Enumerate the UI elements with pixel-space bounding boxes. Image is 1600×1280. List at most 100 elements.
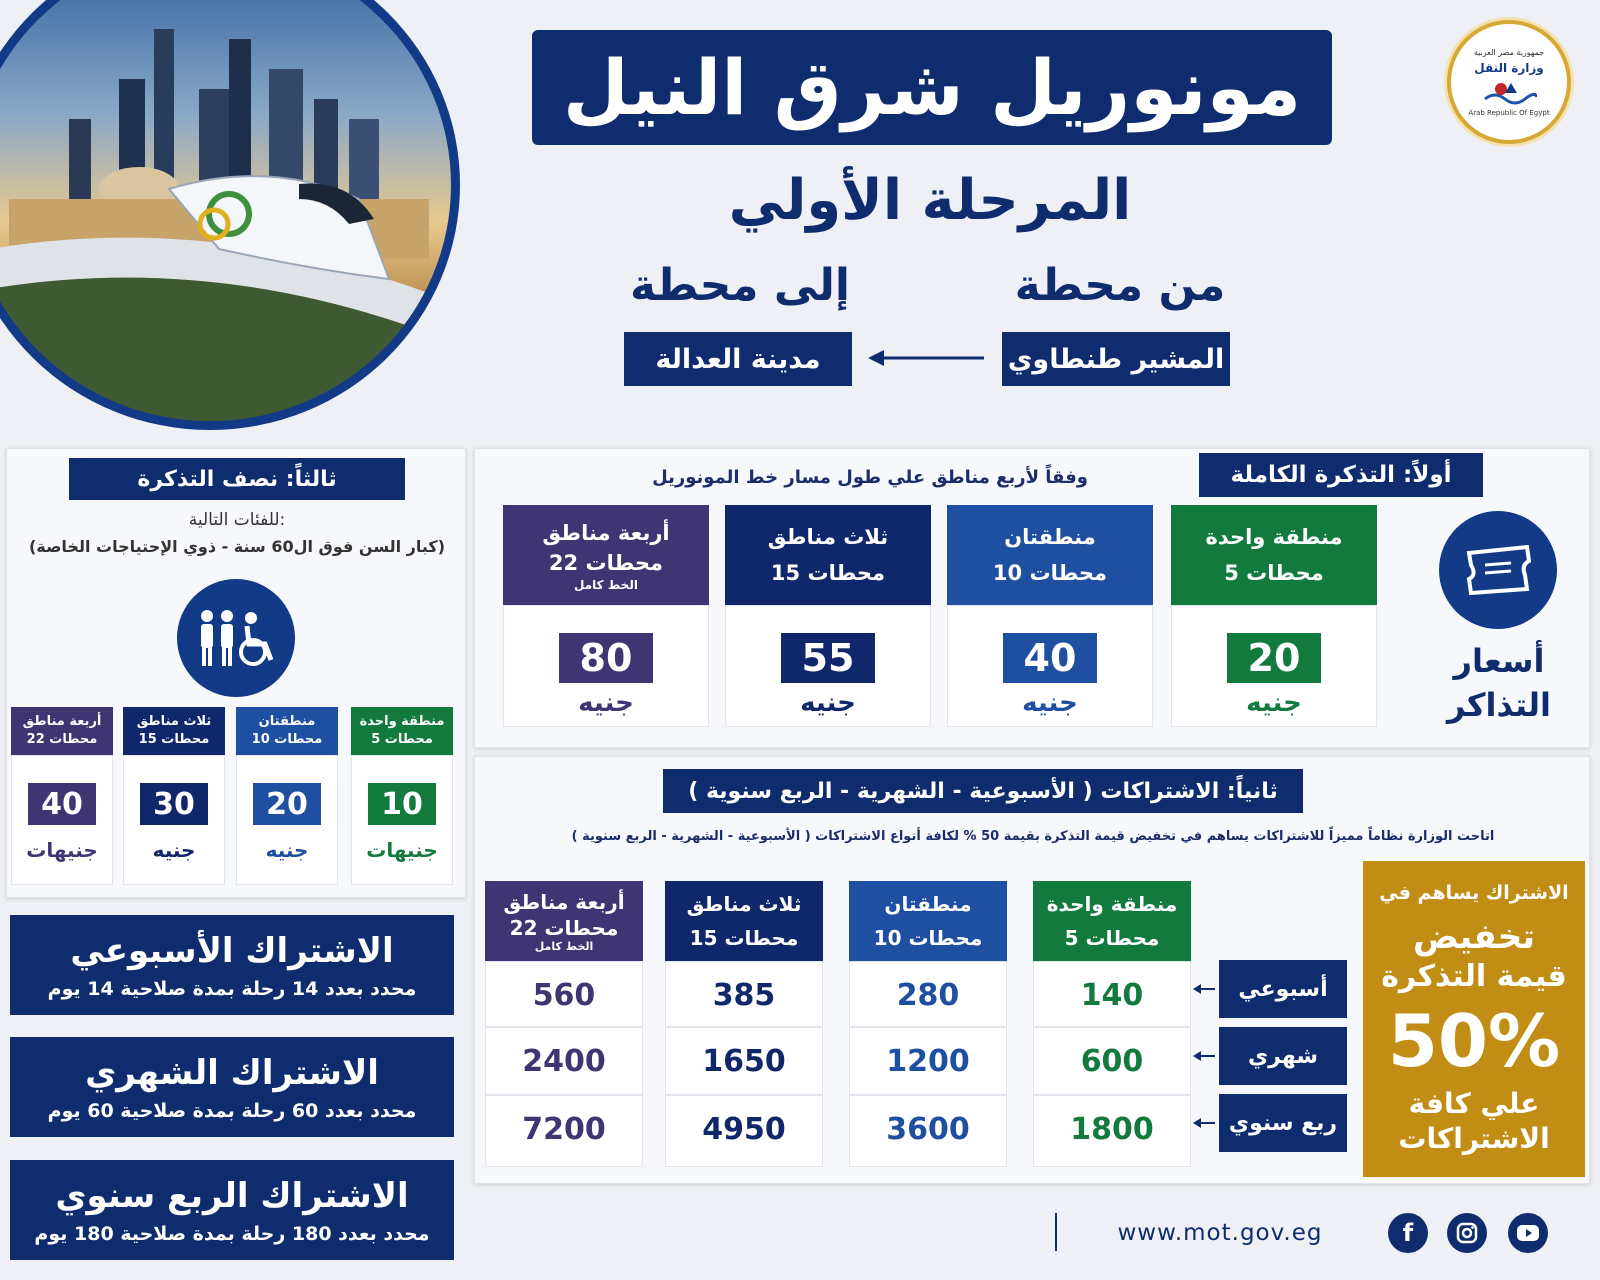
sub-price-text: 600: [1080, 1043, 1144, 1079]
sub-price-text: 4950: [702, 1111, 786, 1147]
website-link[interactable]: www.mot.gov.eg: [1100, 1215, 1340, 1251]
plan-quarterly: الاشتراك الربع سنوي محدد بعدد 180 رحلة ب…: [10, 1160, 454, 1260]
sub-zone-body: [665, 961, 823, 1167]
sub-price-weekly: 560: [485, 965, 643, 1025]
sub-zone-name: أربعة مناطق: [503, 890, 625, 914]
full-zone-1: منطقة واحدة 5 محطات 20 جنيه: [1171, 505, 1377, 737]
full-zone-name: ثلاث مناطق: [767, 525, 889, 549]
ministry-logo: جمهورية مصر العربية وزارة النقل Arab Rep…: [1447, 20, 1571, 144]
subscriptions-description-text: اتاحت الوزارة نظاماً مميزاً للاشتراكات ي…: [571, 828, 1495, 844]
sub-zone-stations: 10 محطات: [873, 926, 983, 950]
full-zone-header: أربعة مناطق 22 محطات الخط كامل: [503, 505, 709, 605]
ticket-prices-label-line2: التذاكر: [1446, 686, 1551, 724]
full-zone-4: أربعة مناطق 22 محطات الخط كامل 80 جنيه: [503, 505, 709, 737]
half-zone-price-text: 30: [153, 786, 195, 822]
half-zone-price: 10: [368, 783, 436, 825]
half-zone-name: منطقتان: [258, 714, 316, 729]
full-zone-unit: جنيه: [503, 685, 709, 721]
half-zone-unit-text: جنيه: [265, 838, 309, 862]
sub-zone-header: منطقة واحدة 5 محطات: [1033, 881, 1191, 961]
footer-divider: [1055, 1213, 1057, 1251]
promo-line3: قيمة التذكرة: [1381, 959, 1567, 995]
from-station-text: المشير طنطاوي: [1007, 343, 1225, 375]
subscriptions-panel: ثانياً: الاشتراكات ( الأسبوعية - الشهرية…: [474, 756, 1590, 1184]
from-station-badge: المشير طنطاوي: [1002, 332, 1230, 386]
half-zone-stations: 22 محطات: [26, 732, 98, 747]
half-zone-name: منطقة واحدة: [359, 714, 445, 729]
half-zone-1: منطقة واحدة 5 محطات 10 جنيهات: [351, 707, 453, 885]
full-zone-header: ثلاث مناطق 15 محطات: [725, 505, 931, 605]
half-zone-header: منطقة واحدة 5 محطات: [351, 707, 453, 755]
half-zone-header: منطقتان 10 محطات: [236, 707, 338, 755]
half-zone-name: ثلاث مناطق: [136, 714, 212, 729]
plan-monthly: الاشتراك الشهري محدد بعدد 60 رحلة بمدة ص…: [10, 1037, 454, 1137]
half-zone-unit: جنيه: [236, 835, 338, 865]
discount-promo-box: الاشتراك يساهم في تخفيض قيمة التذكرة 50%…: [1363, 861, 1585, 1177]
plan-weekly: الاشتراك الأسبوعي محدد بعدد 14 رحلة بمدة…: [10, 915, 454, 1015]
youtube-icon[interactable]: [1508, 1213, 1548, 1253]
facebook-icon[interactable]: f: [1388, 1213, 1428, 1253]
sub-price-text: 1650: [702, 1043, 786, 1079]
sub-price-monthly: 1650: [665, 1031, 823, 1091]
phase-label-text: المرحلة الأولي: [728, 167, 1132, 233]
subscriptions-description: اتاحت الوزارة نظاماً مميزاً للاشتراكات ي…: [479, 823, 1587, 849]
row-label-text: أسبوعي: [1238, 976, 1328, 1002]
subscriptions-heading: ثانياً: الاشتراكات ( الأسبوعية - الشهرية…: [663, 769, 1303, 813]
half-zone-2: منطقتان 10 محطات 20 جنيه: [236, 707, 338, 885]
row-arrow-icon: [1193, 984, 1215, 994]
full-ticket-heading: أولاً: التذكرة الكاملة: [1199, 453, 1483, 497]
full-zone-unit-text: جنيه: [1022, 688, 1078, 718]
to-station-text: مدينة العدالة: [655, 343, 821, 375]
full-zone-price: 55: [781, 633, 875, 683]
promo-line2: تخفيض: [1412, 916, 1535, 957]
full-zone-unit: جنيه: [1171, 685, 1377, 721]
half-zone-unit-text: جنيهات: [26, 838, 98, 862]
sub-price-monthly: 600: [1033, 1031, 1191, 1091]
categories-list-text: (كبار السن فوق ال60 سنة - ذوي الإحتياجات…: [28, 536, 446, 556]
half-zone-stations: 15 محطات: [138, 732, 210, 747]
full-zone-stations: 5 محطات: [1224, 561, 1324, 585]
row-arrow-icon: [1193, 1118, 1215, 1128]
full-zone-header: منطقتان 10 محطات: [947, 505, 1153, 605]
sub-zone-body: [1033, 961, 1191, 1167]
sub-zone-header: ثلاث مناطق 15 محطات: [665, 881, 823, 961]
half-zone-unit: جنيهات: [11, 835, 113, 865]
sub-price-quarterly: 4950: [665, 1099, 823, 1159]
sub-zone-note: الخط كامل: [534, 940, 594, 953]
sub-zone-stations: 5 محطات: [1064, 926, 1160, 950]
to-station-badge: مدينة العدالة: [624, 332, 852, 386]
categories-list: (كبار السن فوق ال60 سنة - ذوي الإحتياجات…: [7, 533, 467, 559]
sub-zone-header: أربعة مناطق 22 محطات الخط كامل: [485, 881, 643, 961]
sub-zone-stations: 22 محطات: [509, 916, 619, 940]
plan-title: الاشتراك الأسبوعي: [70, 930, 394, 971]
full-zone-unit-text: جنيه: [578, 688, 634, 718]
sub-price-text: 280: [896, 977, 960, 1013]
sub-price-text: 140: [1080, 977, 1144, 1013]
full-zone-stations: 15 محطات: [770, 561, 886, 585]
sub-price-text: 1800: [1070, 1111, 1154, 1147]
instagram-icon[interactable]: [1447, 1213, 1487, 1253]
sub-price-weekly: 385: [665, 965, 823, 1025]
sub-zone-2: منطقتان 10 محطات 280 1200 3600: [849, 881, 1007, 1171]
sub-zone-1: منطقة واحدة 5 محطات 140 600 1800: [1033, 881, 1191, 1171]
half-ticket-heading: ثالثاً: نصف التذكرة: [69, 458, 405, 500]
sub-price-weekly: 280: [849, 965, 1007, 1025]
plan-details: محدد بعدد 60 رحلة بمدة صلاحية 60 يوم: [47, 1099, 417, 1122]
website-link-text[interactable]: www.mot.gov.eg: [1117, 1220, 1323, 1246]
sub-zone-body: [485, 961, 643, 1167]
row-label-weekly: أسبوعي: [1219, 960, 1347, 1018]
to-label: إلى محطة: [620, 255, 860, 315]
half-zone-3: ثلاث مناطق 15 محطات 30 جنيه: [123, 707, 225, 885]
half-zone-price: 30: [140, 783, 208, 825]
full-zone-price: 20: [1227, 633, 1321, 683]
categories-label: للفئات التالية:: [7, 507, 467, 533]
row-label-quarterly: ربع سنوي: [1219, 1094, 1347, 1152]
sub-zone-3: ثلاث مناطق 15 محطات 385 1650 4950: [665, 881, 823, 1171]
full-zone-unit: جنيه: [947, 685, 1153, 721]
ticket-prices-label-line1: أسعار: [1453, 642, 1545, 680]
sub-zone-name: ثلاث مناطق: [686, 892, 802, 916]
sub-zone-header: منطقتان 10 محطات: [849, 881, 1007, 961]
row-label-text: شهري: [1247, 1043, 1318, 1069]
sub-zone-name: منطقتان: [884, 892, 972, 916]
from-label-text: من محطة: [1014, 259, 1226, 311]
